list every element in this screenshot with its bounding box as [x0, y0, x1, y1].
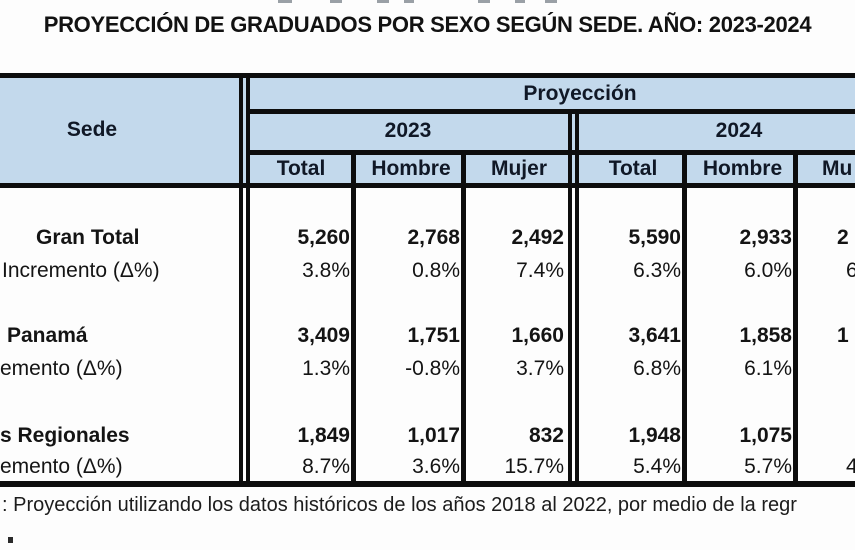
table-header-background [0, 78, 855, 183]
year-divider-double-line [568, 110, 572, 487]
proyeccion-group-header: Proyección [523, 82, 637, 105]
cell-incr-panama-hombre-2024: 6.1% [744, 357, 792, 380]
cell-incr-regionales-mujer-2023: 15.7% [504, 455, 564, 478]
col-header-hombre-2023: Hombre [371, 157, 451, 180]
table-footnote: : Proyección utilizando los datos histór… [2, 494, 797, 516]
col-header-mujer-2023: Mujer [490, 157, 547, 180]
top-crop-remnant [478, 0, 490, 3]
top-crop-remnant [404, 0, 414, 3]
cell-gran-total-total-2024: 5,590 [628, 226, 681, 249]
column-divider [682, 150, 687, 487]
table-border-under-years [248, 150, 855, 155]
table-border-bottom [0, 481, 855, 487]
cell-incr-total-total-2024: 6.3% [633, 259, 681, 282]
row-label-incremento-panama: emento (Δ%) [0, 357, 123, 380]
row-label-regionales: s Regionales [0, 424, 130, 447]
cell-incr-panama-mujer-2023: 3.7% [516, 357, 564, 380]
year-divider-double-line [575, 110, 579, 487]
bottom-crop-remnant [8, 537, 13, 543]
cell-panama-mujer-2023: 1,660 [511, 324, 564, 347]
cell-panama-total-2024: 3,641 [628, 324, 681, 347]
table-border-under-headers [0, 183, 855, 188]
top-crop-remnant [545, 0, 557, 3]
sede-divider-double-line [246, 73, 250, 487]
column-divider [351, 150, 356, 487]
cell-regionales-mujer-2023: 832 [528, 424, 564, 447]
year-2024-header: 2024 [715, 119, 763, 142]
col-header-hombre-2024: Hombre [702, 157, 783, 180]
cell-regionales-hombre-2023: 1,017 [407, 424, 460, 447]
year-2023-header: 2023 [384, 119, 432, 142]
cell-incr-regionales-hombre-2024: 5.7% [744, 455, 792, 478]
sede-column-header: Sede [66, 118, 118, 141]
column-divider [793, 150, 798, 487]
cell-incr-panama-total-2024: 6.8% [633, 357, 681, 380]
cell-panama-total-2023: 3,409 [297, 324, 350, 347]
cell-incr-regionales-total-2023: 8.7% [302, 455, 350, 478]
top-crop-remnant [278, 0, 292, 3]
cell-gran-total-hombre-2024: 2,933 [739, 226, 792, 249]
cell-gran-total-total-2023: 5,260 [297, 226, 350, 249]
col-header-total-2024: Total [608, 157, 658, 180]
cell-gran-total-hombre-2023: 2,768 [407, 226, 460, 249]
cell-incr-panama-total-2023: 1.3% [302, 357, 350, 380]
cell-incr-total-mujer-2023: 7.4% [516, 259, 564, 282]
top-crop-remnant [330, 0, 342, 3]
col-header-total-2023: Total [276, 157, 326, 180]
top-crop-remnant [515, 0, 525, 3]
table-border-under-proyeccion [248, 109, 855, 114]
cell-incr-total-mujer-2024-clipped: 6 [846, 259, 855, 282]
cell-incr-regionales-total-2024: 5.4% [633, 455, 681, 478]
cell-gran-total-mujer-2024-clipped: 2 [837, 226, 849, 249]
cell-panama-mujer-2024-clipped: 1 [837, 324, 849, 347]
cell-regionales-hombre-2024: 1,075 [739, 424, 792, 447]
table-border-top [0, 73, 855, 78]
column-divider [461, 150, 466, 487]
row-label-gran-total: Gran Total [36, 226, 140, 249]
cell-incr-total-hombre-2024: 6.0% [744, 259, 792, 282]
sede-divider-double-line [239, 73, 243, 487]
cell-incr-total-total-2023: 3.8% [302, 259, 350, 282]
col-header-mujer-2024-clipped: Mu [822, 157, 853, 180]
cell-incr-panama-hombre-2023: -0.8% [405, 357, 460, 380]
cell-panama-hombre-2024: 1,858 [739, 324, 792, 347]
cell-regionales-total-2024: 1,948 [628, 424, 681, 447]
cell-gran-total-mujer-2023: 2,492 [511, 226, 564, 249]
cell-regionales-total-2023: 1,849 [297, 424, 350, 447]
cell-incr-total-hombre-2023: 0.8% [412, 259, 460, 282]
row-label-incremento-total: Incremento (Δ%) [2, 259, 160, 282]
page-title: PROYECCIÓN DE GRADUADOS POR SEXO SEGÚN S… [43, 12, 812, 37]
cell-panama-hombre-2023: 1,751 [407, 324, 460, 347]
row-label-panama: Panamá [7, 324, 88, 347]
row-label-incremento-regionales: emento (Δ%) [0, 455, 123, 478]
cell-incr-regionales-mujer-2024-clipped: 4 [846, 455, 855, 478]
top-crop-remnant [377, 0, 389, 3]
cell-incr-regionales-hombre-2023: 3.6% [412, 455, 460, 478]
